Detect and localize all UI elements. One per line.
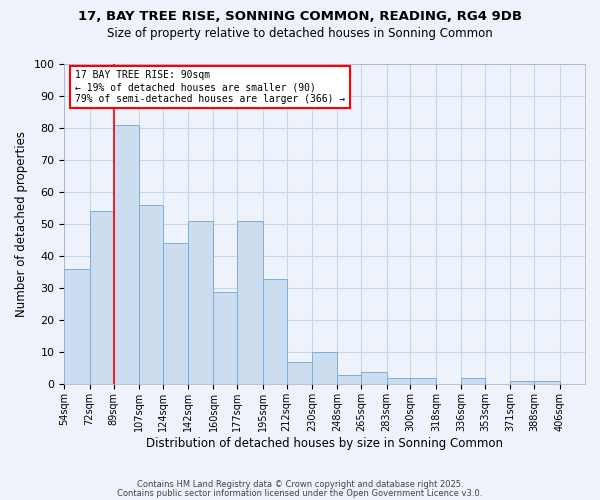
Bar xyxy=(89,212,113,384)
Bar xyxy=(386,378,410,384)
Bar xyxy=(312,352,337,384)
Text: 17 BAY TREE RISE: 90sqm
← 19% of detached houses are smaller (90)
79% of semi-de: 17 BAY TREE RISE: 90sqm ← 19% of detache… xyxy=(74,70,345,104)
Bar xyxy=(337,375,361,384)
Bar xyxy=(238,221,263,384)
Bar xyxy=(188,221,214,384)
X-axis label: Distribution of detached houses by size in Sonning Common: Distribution of detached houses by size … xyxy=(146,437,503,450)
Bar xyxy=(163,244,188,384)
Bar xyxy=(511,381,535,384)
Text: Contains HM Land Registry data © Crown copyright and database right 2025.: Contains HM Land Registry data © Crown c… xyxy=(137,480,463,489)
Bar xyxy=(64,269,89,384)
Text: 17, BAY TREE RISE, SONNING COMMON, READING, RG4 9DB: 17, BAY TREE RISE, SONNING COMMON, READI… xyxy=(78,10,522,23)
Bar xyxy=(214,292,238,384)
Y-axis label: Number of detached properties: Number of detached properties xyxy=(15,131,28,317)
Bar xyxy=(361,372,386,384)
Bar xyxy=(139,205,163,384)
Bar xyxy=(113,125,139,384)
Text: Contains public sector information licensed under the Open Government Licence v3: Contains public sector information licen… xyxy=(118,489,482,498)
Bar xyxy=(410,378,436,384)
Bar xyxy=(263,278,287,384)
Bar xyxy=(535,381,560,384)
Bar xyxy=(461,378,485,384)
Bar xyxy=(287,362,312,384)
Text: Size of property relative to detached houses in Sonning Common: Size of property relative to detached ho… xyxy=(107,28,493,40)
